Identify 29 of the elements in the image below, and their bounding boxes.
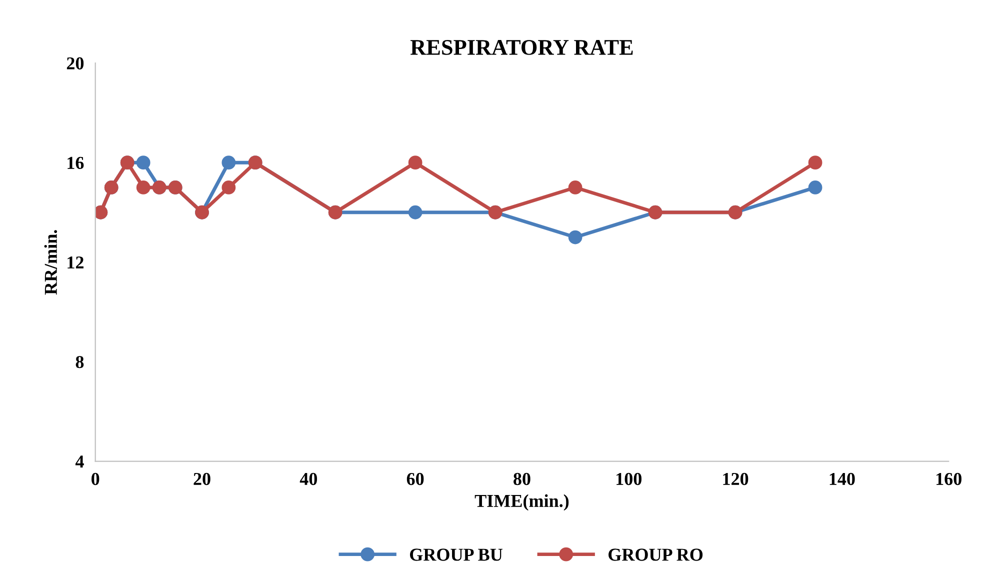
point [408, 205, 422, 220]
point [568, 230, 582, 244]
point [222, 180, 236, 194]
x-tick-label: 120 [723, 472, 748, 486]
x-tick-label: 0 [92, 472, 100, 486]
point [136, 180, 150, 194]
x-tick-label: 140 [830, 472, 855, 486]
legend-label: GROUP BU [410, 548, 502, 561]
y-tick-label: 16 [68, 156, 84, 170]
x-tick-label: 20 [194, 472, 210, 486]
y-tick-label: 20 [66, 57, 84, 70]
y-tick-label: 12 [68, 256, 84, 268]
y-axis-title: RR/min. [44, 230, 58, 295]
x-tick-label: 80 [514, 472, 530, 486]
x-tick-label: 160 [936, 472, 962, 486]
legend-label: GROUP RO [608, 548, 703, 561]
chart-title: RESPIRATORY RATE [410, 40, 633, 55]
point [136, 156, 150, 170]
point [808, 180, 822, 194]
x-tick-label: 100 [616, 472, 642, 486]
point [222, 156, 236, 170]
point [568, 180, 582, 194]
x-axis-title: TIME(min.) [474, 494, 569, 511]
y-tick-label: 4 [75, 456, 84, 468]
point [808, 156, 822, 170]
x-tick-label: 40 [300, 472, 317, 486]
y-tick-label: 8 [76, 356, 84, 368]
point [408, 156, 422, 170]
x-tick-label: 60 [406, 472, 424, 486]
